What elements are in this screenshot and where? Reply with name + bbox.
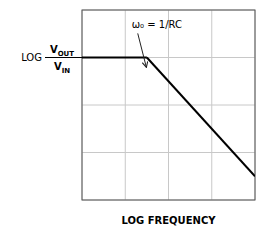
- series-line: [147, 58, 255, 177]
- grid-line-y: [82, 57, 255, 58]
- chart: ω₀ = 1/RC LOG FREQUENCY LOG VOUT VIN: [0, 0, 265, 242]
- y-axis-label-prefix: LOG: [21, 52, 42, 63]
- plot-frame: [82, 10, 255, 200]
- annotation-text: ω₀ = 1/RC: [132, 19, 182, 30]
- background: [0, 0, 265, 242]
- grid-line-y: [82, 152, 255, 153]
- grid: [82, 10, 255, 200]
- annotation-arrow: [138, 33, 147, 67]
- grid-line-y: [82, 105, 255, 106]
- y-axis-label-numerator: VOUT: [50, 44, 74, 58]
- y-axis-label-denominator-sub: IN: [62, 67, 71, 75]
- y-axis-label-numerator-sub: OUT: [58, 50, 75, 58]
- series-group: [82, 58, 255, 177]
- series-line: [82, 57, 147, 59]
- x-axis-label: LOG FREQUENCY: [122, 215, 217, 226]
- y-axis-label-denominator: VIN: [54, 61, 70, 75]
